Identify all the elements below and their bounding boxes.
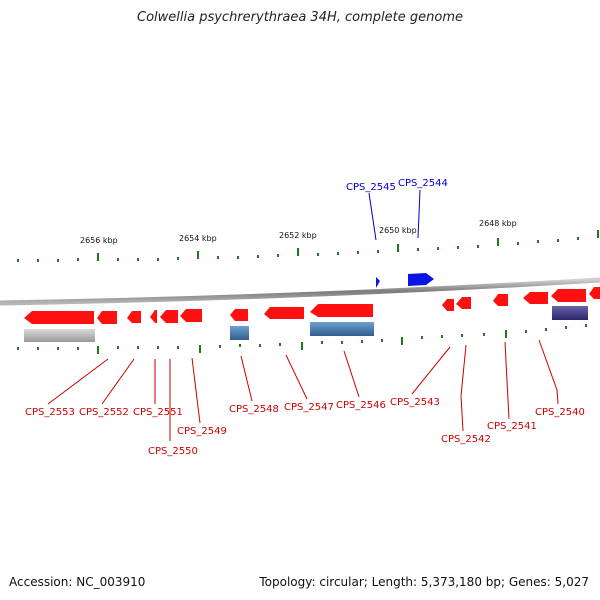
feature-bar-blue [230, 326, 249, 340]
gene-label[interactable]: CPS_2545 [346, 182, 396, 193]
gene-CPS_2545[interactable] [376, 277, 380, 288]
gene-CPS_2551[interactable] [127, 311, 141, 323]
leader-lines [47, 339, 559, 441]
gene-label[interactable]: CPS_2543 [390, 397, 440, 408]
gene-label[interactable]: CPS_2544 [398, 178, 448, 189]
gene-label[interactable]: CPS_2549 [177, 426, 227, 437]
ruler-label: 2648 kbp [479, 219, 517, 228]
genome-stats-text: Topology: circular; Length: 5,373,180 bp… [259, 575, 589, 589]
gene-edge[interactable] [589, 287, 600, 299]
map-title: Colwellia psychrerythraea 34H, complete … [137, 10, 463, 25]
gene-CPS_2540[interactable] [523, 292, 548, 304]
gene-CPS_2546[interactable] [310, 304, 373, 317]
leader-lines-blue [368, 189, 421, 241]
gene-label[interactable]: CPS_2541 [487, 421, 537, 432]
lower-tick-row [17, 324, 587, 354]
reverse-genes [24, 287, 600, 324]
feature-bar-blue [310, 322, 374, 336]
gene-label[interactable]: CPS_2548 [229, 404, 279, 415]
gene-CPS_2542[interactable] [456, 297, 471, 309]
gene-CPS_2549[interactable] [160, 310, 178, 323]
gene-CPS_2540b[interactable] [551, 289, 586, 302]
feature-bar-gray [24, 329, 95, 342]
gene-CPS_2547[interactable] [264, 307, 304, 319]
gene-CPS_2544[interactable] [408, 273, 434, 286]
gene-label[interactable]: CPS_2540 [535, 407, 585, 418]
gene-label[interactable]: CPS_2542 [441, 434, 491, 445]
ruler-label: 2650 kbp [379, 226, 417, 235]
gene-CPS_2548[interactable] [230, 309, 248, 321]
gene-CPS_2553[interactable] [24, 311, 94, 324]
gene-CPS_2543[interactable] [442, 299, 454, 311]
accession-text: Accession: NC_003910 [9, 575, 146, 589]
ruler-label: 2654 kbp [179, 234, 217, 243]
genome-backbone [0, 277, 600, 306]
gene-label[interactable]: CPS_2553 [25, 407, 75, 418]
gene-label[interactable]: CPS_2552 [79, 407, 129, 418]
gene-label[interactable]: CPS_2547 [284, 402, 334, 413]
gene-CPS_2549b[interactable] [180, 309, 202, 322]
gene-CPS_2550[interactable] [150, 310, 157, 323]
gene-CPS_2541[interactable] [493, 294, 508, 306]
gene-CPS_2552[interactable] [97, 311, 117, 324]
feature-bar-navy [552, 306, 588, 320]
upper-tick-row [17, 230, 599, 262]
forward-genes [376, 273, 434, 288]
gene-label[interactable]: CPS_2546 [336, 400, 386, 411]
ruler-label: 2652 kbp [279, 231, 317, 240]
gene-label[interactable]: CPS_2550 [148, 446, 198, 457]
gene-label[interactable]: CPS_2551 [133, 407, 183, 418]
ruler-label: 2656 kbp [80, 236, 118, 245]
